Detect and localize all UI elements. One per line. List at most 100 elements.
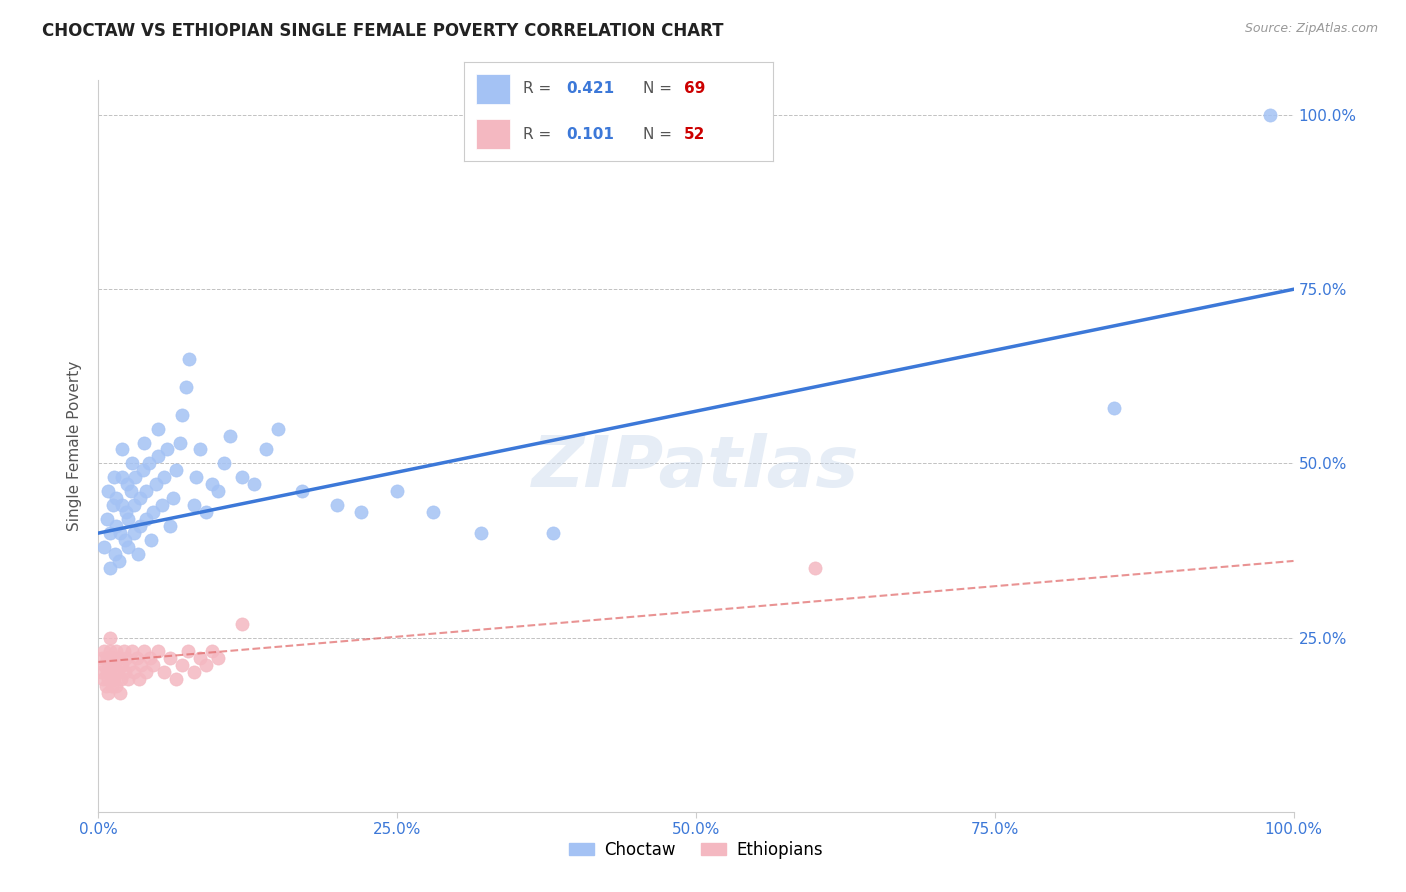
Point <box>326 498 349 512</box>
Point <box>108 526 131 541</box>
Point <box>188 442 211 457</box>
Point <box>169 435 191 450</box>
Point <box>125 651 148 665</box>
Point <box>96 665 118 680</box>
Point <box>114 665 136 680</box>
FancyBboxPatch shape <box>477 120 510 149</box>
Point <box>111 470 134 484</box>
Text: ZIPatlas: ZIPatlas <box>533 434 859 502</box>
Point <box>129 519 152 533</box>
Point <box>804 561 827 575</box>
Point <box>183 665 205 680</box>
Point <box>165 463 187 477</box>
Point <box>117 512 139 526</box>
Point <box>165 673 187 687</box>
Text: CHOCTAW VS ETHIOPIAN SINGLE FEMALE POVERTY CORRELATION CHART: CHOCTAW VS ETHIOPIAN SINGLE FEMALE POVER… <box>42 22 724 40</box>
Point <box>100 665 122 680</box>
Y-axis label: Single Female Poverty: Single Female Poverty <box>67 361 83 531</box>
Text: 0.421: 0.421 <box>567 81 614 96</box>
Point <box>201 477 224 491</box>
Point <box>115 505 138 519</box>
Point <box>422 505 444 519</box>
Point <box>129 491 152 506</box>
Point <box>104 658 127 673</box>
Point <box>124 470 146 484</box>
Point <box>124 665 146 680</box>
Point <box>128 673 150 687</box>
Point <box>135 512 157 526</box>
Point <box>96 512 118 526</box>
Point <box>148 644 170 658</box>
Point <box>201 644 224 658</box>
Point <box>148 450 170 464</box>
Point <box>207 484 229 499</box>
Text: N =: N = <box>644 81 678 96</box>
Point <box>231 470 253 484</box>
Point <box>127 547 149 561</box>
Point <box>188 651 211 665</box>
Point <box>111 442 134 457</box>
Point <box>118 658 141 673</box>
Text: 0.101: 0.101 <box>567 127 614 142</box>
Point <box>110 673 132 687</box>
Point <box>108 686 131 700</box>
Point <box>1258 108 1281 122</box>
Point <box>267 421 290 435</box>
Point <box>138 457 160 471</box>
Point <box>117 540 139 554</box>
Point <box>105 491 128 506</box>
Point <box>121 644 143 658</box>
Point <box>107 554 129 568</box>
Point <box>194 505 218 519</box>
Point <box>145 477 167 491</box>
Point <box>385 484 409 499</box>
Point <box>142 505 165 519</box>
Point <box>172 658 194 673</box>
Point <box>104 547 127 561</box>
Point <box>96 651 118 665</box>
Point <box>107 665 129 680</box>
Point <box>131 658 153 673</box>
Point <box>148 421 170 435</box>
Text: Source: ZipAtlas.com: Source: ZipAtlas.com <box>1244 22 1378 36</box>
Point <box>159 651 181 665</box>
Point <box>1102 401 1125 415</box>
Point <box>93 540 115 554</box>
Point <box>121 457 143 471</box>
Point <box>101 651 124 665</box>
Point <box>132 435 155 450</box>
Point <box>183 498 205 512</box>
Point <box>153 470 176 484</box>
Point <box>179 351 201 366</box>
Point <box>103 470 125 484</box>
Point <box>97 686 120 700</box>
Point <box>107 651 129 665</box>
Point <box>98 561 122 575</box>
Point <box>350 505 373 519</box>
Point <box>254 442 277 457</box>
Point <box>111 498 134 512</box>
Point <box>114 533 136 547</box>
Point <box>153 665 176 680</box>
Point <box>155 442 177 457</box>
Point <box>177 644 200 658</box>
Point <box>111 658 134 673</box>
Point <box>174 380 197 394</box>
Point <box>470 526 492 541</box>
Point <box>94 679 117 693</box>
Point <box>91 673 114 687</box>
Point <box>105 679 128 693</box>
Point <box>90 665 112 680</box>
Point <box>186 470 208 484</box>
Point <box>291 484 314 499</box>
Point <box>93 644 115 658</box>
Point <box>124 498 146 512</box>
Point <box>98 631 122 645</box>
Point <box>219 428 242 442</box>
Point <box>97 484 120 499</box>
Point <box>98 658 121 673</box>
Point <box>162 491 184 506</box>
Point <box>98 644 122 658</box>
Point <box>139 651 162 665</box>
Point <box>541 526 564 541</box>
